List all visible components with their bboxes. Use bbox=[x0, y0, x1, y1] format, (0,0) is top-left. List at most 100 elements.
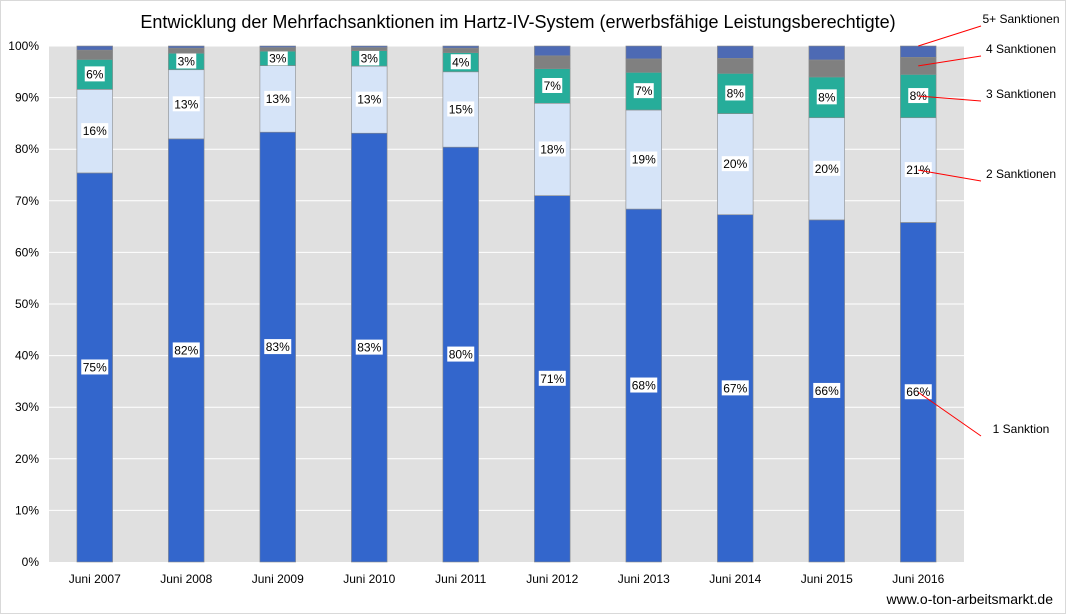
data-label-box bbox=[447, 346, 475, 362]
data-label: 82% bbox=[174, 343, 198, 357]
data-label-box bbox=[359, 50, 380, 66]
source-label: www.o-ton-arbeitsmarkt.de bbox=[886, 591, 1053, 607]
y-tick-label: 0% bbox=[22, 555, 40, 569]
x-tick-label: Juni 2013 bbox=[618, 572, 670, 586]
bar-segment bbox=[534, 45, 571, 57]
data-label: 15% bbox=[449, 102, 473, 116]
data-label-box bbox=[813, 160, 841, 176]
bar-segment bbox=[76, 45, 113, 51]
data-label-box bbox=[81, 123, 109, 139]
data-label-box bbox=[172, 342, 200, 358]
data-label-box bbox=[813, 382, 841, 398]
bar-segment bbox=[534, 55, 571, 70]
y-tick-label: 100% bbox=[8, 39, 39, 53]
bar-segment bbox=[808, 45, 845, 61]
annotation-pointer bbox=[918, 169, 982, 182]
data-label: 8% bbox=[818, 90, 836, 104]
data-label: 67% bbox=[723, 381, 747, 395]
bar-segment bbox=[76, 49, 113, 60]
data-label: 13% bbox=[174, 97, 198, 111]
data-label: 20% bbox=[815, 162, 839, 176]
series-annotation: 5+ Sanktionen bbox=[982, 12, 1059, 26]
bar-segment bbox=[168, 47, 205, 54]
data-label-box bbox=[725, 85, 746, 101]
bar-segment bbox=[808, 59, 845, 78]
data-label: 68% bbox=[632, 379, 656, 393]
annotation-pointer bbox=[917, 391, 982, 437]
series-annotation: 3 Sanktionen bbox=[986, 87, 1056, 101]
data-label: 80% bbox=[449, 348, 473, 362]
data-label-box bbox=[264, 90, 292, 106]
x-tick-label: Juni 2016 bbox=[892, 572, 944, 586]
bar-segment bbox=[900, 57, 937, 75]
data-label-box bbox=[630, 151, 658, 167]
bar-segment bbox=[442, 47, 479, 54]
x-tick-label: Juni 2012 bbox=[526, 572, 578, 586]
data-label-box bbox=[904, 162, 932, 178]
data-label-box bbox=[633, 83, 654, 99]
y-tick-label: 90% bbox=[15, 91, 39, 105]
data-label-box bbox=[816, 89, 837, 105]
data-label-box bbox=[447, 101, 475, 117]
bar-segment bbox=[625, 58, 662, 73]
data-label: 3% bbox=[178, 54, 196, 68]
data-label: 16% bbox=[83, 124, 107, 138]
data-label: 83% bbox=[357, 341, 381, 355]
data-label: 75% bbox=[83, 360, 107, 374]
data-label-box bbox=[267, 50, 288, 66]
data-label: 3% bbox=[361, 51, 379, 65]
data-label-box bbox=[630, 377, 658, 393]
data-label-box bbox=[264, 339, 292, 355]
annotation-pointer bbox=[918, 25, 982, 47]
y-tick-label: 10% bbox=[15, 503, 39, 517]
data-label-box bbox=[721, 156, 749, 172]
y-tick-label: 50% bbox=[15, 297, 39, 311]
data-label-box bbox=[81, 359, 109, 375]
x-tick-label: Juni 2010 bbox=[343, 572, 395, 586]
data-label: 13% bbox=[266, 92, 290, 106]
data-label-box bbox=[538, 370, 566, 386]
data-label: 7% bbox=[635, 84, 653, 98]
data-label-box bbox=[721, 380, 749, 396]
series-annotation: 2 Sanktionen bbox=[986, 167, 1056, 181]
data-label-box bbox=[355, 91, 383, 107]
data-label-box bbox=[355, 339, 383, 355]
chart-title: Entwicklung der Mehrfachsanktionen im Ha… bbox=[140, 12, 896, 32]
bar-segment bbox=[168, 45, 205, 49]
bar-segment bbox=[351, 47, 388, 51]
bar-segment bbox=[259, 47, 296, 52]
series-annotation: 4 Sanktionen bbox=[986, 42, 1056, 56]
y-tick-label: 70% bbox=[15, 194, 39, 208]
data-label: 18% bbox=[540, 142, 564, 156]
data-label: 20% bbox=[723, 157, 747, 171]
y-tick-label: 80% bbox=[15, 142, 39, 156]
bar-segment bbox=[717, 45, 754, 59]
data-label-box bbox=[172, 96, 200, 112]
data-label-box bbox=[542, 77, 563, 93]
data-label: 71% bbox=[540, 372, 564, 386]
data-label-box bbox=[450, 54, 471, 70]
y-tick-label: 60% bbox=[15, 245, 39, 259]
x-tick-label: Juni 2014 bbox=[709, 572, 761, 586]
series-annotation: 1 Sanktion bbox=[993, 422, 1050, 436]
data-label-box bbox=[176, 53, 197, 69]
data-label-box bbox=[538, 141, 566, 157]
x-tick-label: Juni 2009 bbox=[252, 572, 304, 586]
data-label-box bbox=[908, 88, 929, 104]
y-tick-label: 40% bbox=[15, 349, 39, 363]
data-label: 13% bbox=[357, 93, 381, 107]
bar-segment bbox=[351, 45, 388, 48]
y-tick-label: 20% bbox=[15, 452, 39, 466]
data-label: 4% bbox=[452, 55, 470, 69]
annotation-pointer bbox=[918, 95, 982, 102]
bar-segment bbox=[900, 45, 937, 58]
data-label-box bbox=[84, 66, 105, 82]
bar-segment bbox=[717, 58, 754, 74]
data-label: 66% bbox=[815, 384, 839, 398]
data-label: 7% bbox=[544, 79, 562, 93]
x-tick-label: Juni 2011 bbox=[435, 572, 486, 586]
x-tick-label: Juni 2015 bbox=[801, 572, 853, 586]
x-tick-label: Juni 2007 bbox=[69, 572, 121, 586]
